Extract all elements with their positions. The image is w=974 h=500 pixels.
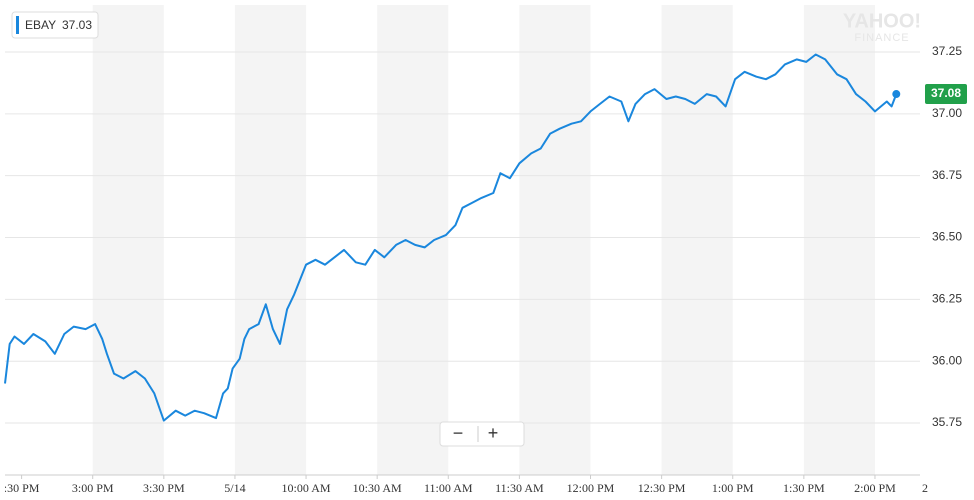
- time-band: [234, 5, 307, 475]
- last-price-tag: [925, 84, 967, 105]
- x-tick-label: 10:30 AM: [353, 481, 402, 495]
- y-tick-label: 37.00: [932, 106, 962, 120]
- x-tick-label: 2: [922, 481, 928, 495]
- x-tick-label: :30 PM: [4, 481, 40, 495]
- y-tick-label: 36.75: [932, 168, 962, 182]
- time-band: [377, 5, 449, 475]
- x-tick-label: 11:00 AM: [424, 481, 473, 495]
- legend-label: EBAY: [25, 18, 56, 32]
- x-tick-label: 12:00 PM: [567, 481, 615, 495]
- x-tick-label: 11:30 AM: [495, 481, 544, 495]
- x-tick-label: 3:30 PM: [143, 481, 185, 495]
- y-tick-label: 36.25: [932, 292, 962, 306]
- zoom-box: [439, 421, 525, 447]
- y-tick-label: 36.00: [932, 353, 962, 367]
- legend-box: [11, 11, 99, 39]
- last-point: [892, 90, 901, 99]
- y-tick-label: 35.75: [932, 415, 962, 429]
- x-tick-label: 10:00 AM: [282, 481, 331, 495]
- time-band: [92, 5, 164, 475]
- last-price-label: 37.08: [931, 86, 961, 100]
- y-tick-label: 36.50: [932, 230, 962, 244]
- x-tick-label: 2:00 PM: [854, 481, 896, 495]
- legend: EBAY 37.03: [11, 11, 99, 39]
- legend-swatch: [16, 16, 19, 34]
- price-line: [4, 53, 898, 422]
- zoom-in[interactable]: +: [488, 423, 499, 443]
- x-tick-label: 12:30 PM: [638, 481, 686, 495]
- time-band: [519, 5, 591, 475]
- zoom-control: − +: [439, 421, 525, 447]
- watermark: YAHOO!: [843, 10, 921, 32]
- x-tick-label: 1:00 PM: [712, 481, 754, 495]
- zoom-out[interactable]: −: [453, 423, 464, 443]
- legend-value: 37.03: [62, 18, 92, 32]
- x-tick-label: 3:00 PM: [72, 481, 114, 495]
- time-band: [661, 5, 733, 475]
- y-tick-label: 37.25: [932, 44, 962, 58]
- watermark: FINANCE: [854, 32, 909, 44]
- x-tick-label: 1:30 PM: [783, 481, 825, 495]
- time-band: [803, 5, 875, 475]
- x-tick-label: 5/14: [224, 481, 245, 495]
